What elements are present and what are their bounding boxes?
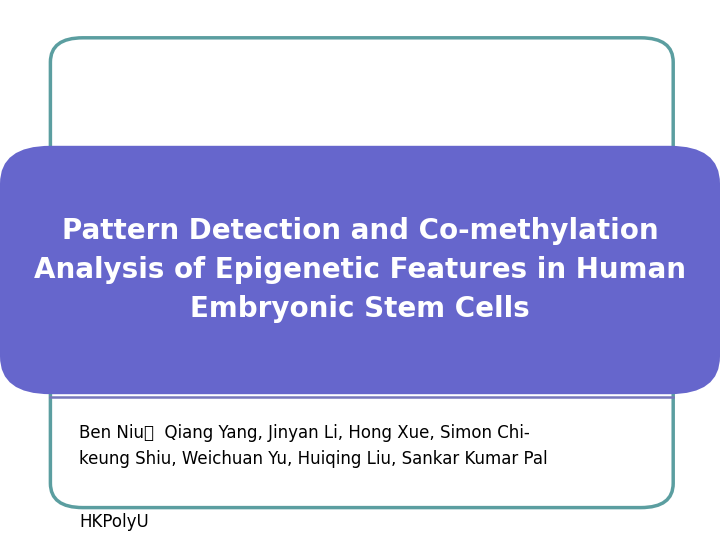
Text: Pattern Detection and Co-methylation
Analysis of Epigenetic Features in Human
Em: Pattern Detection and Co-methylation Ana… (34, 217, 686, 323)
FancyBboxPatch shape (0, 146, 720, 394)
Text: Ben Niu，  Qiang Yang, Jinyan Li, Hong Xue, Simon Chi-
keung Shiu, Weichuan Yu, H: Ben Niu， Qiang Yang, Jinyan Li, Hong Xue… (79, 424, 548, 468)
FancyBboxPatch shape (50, 38, 673, 508)
Text: HKPolyU: HKPolyU (79, 513, 149, 531)
